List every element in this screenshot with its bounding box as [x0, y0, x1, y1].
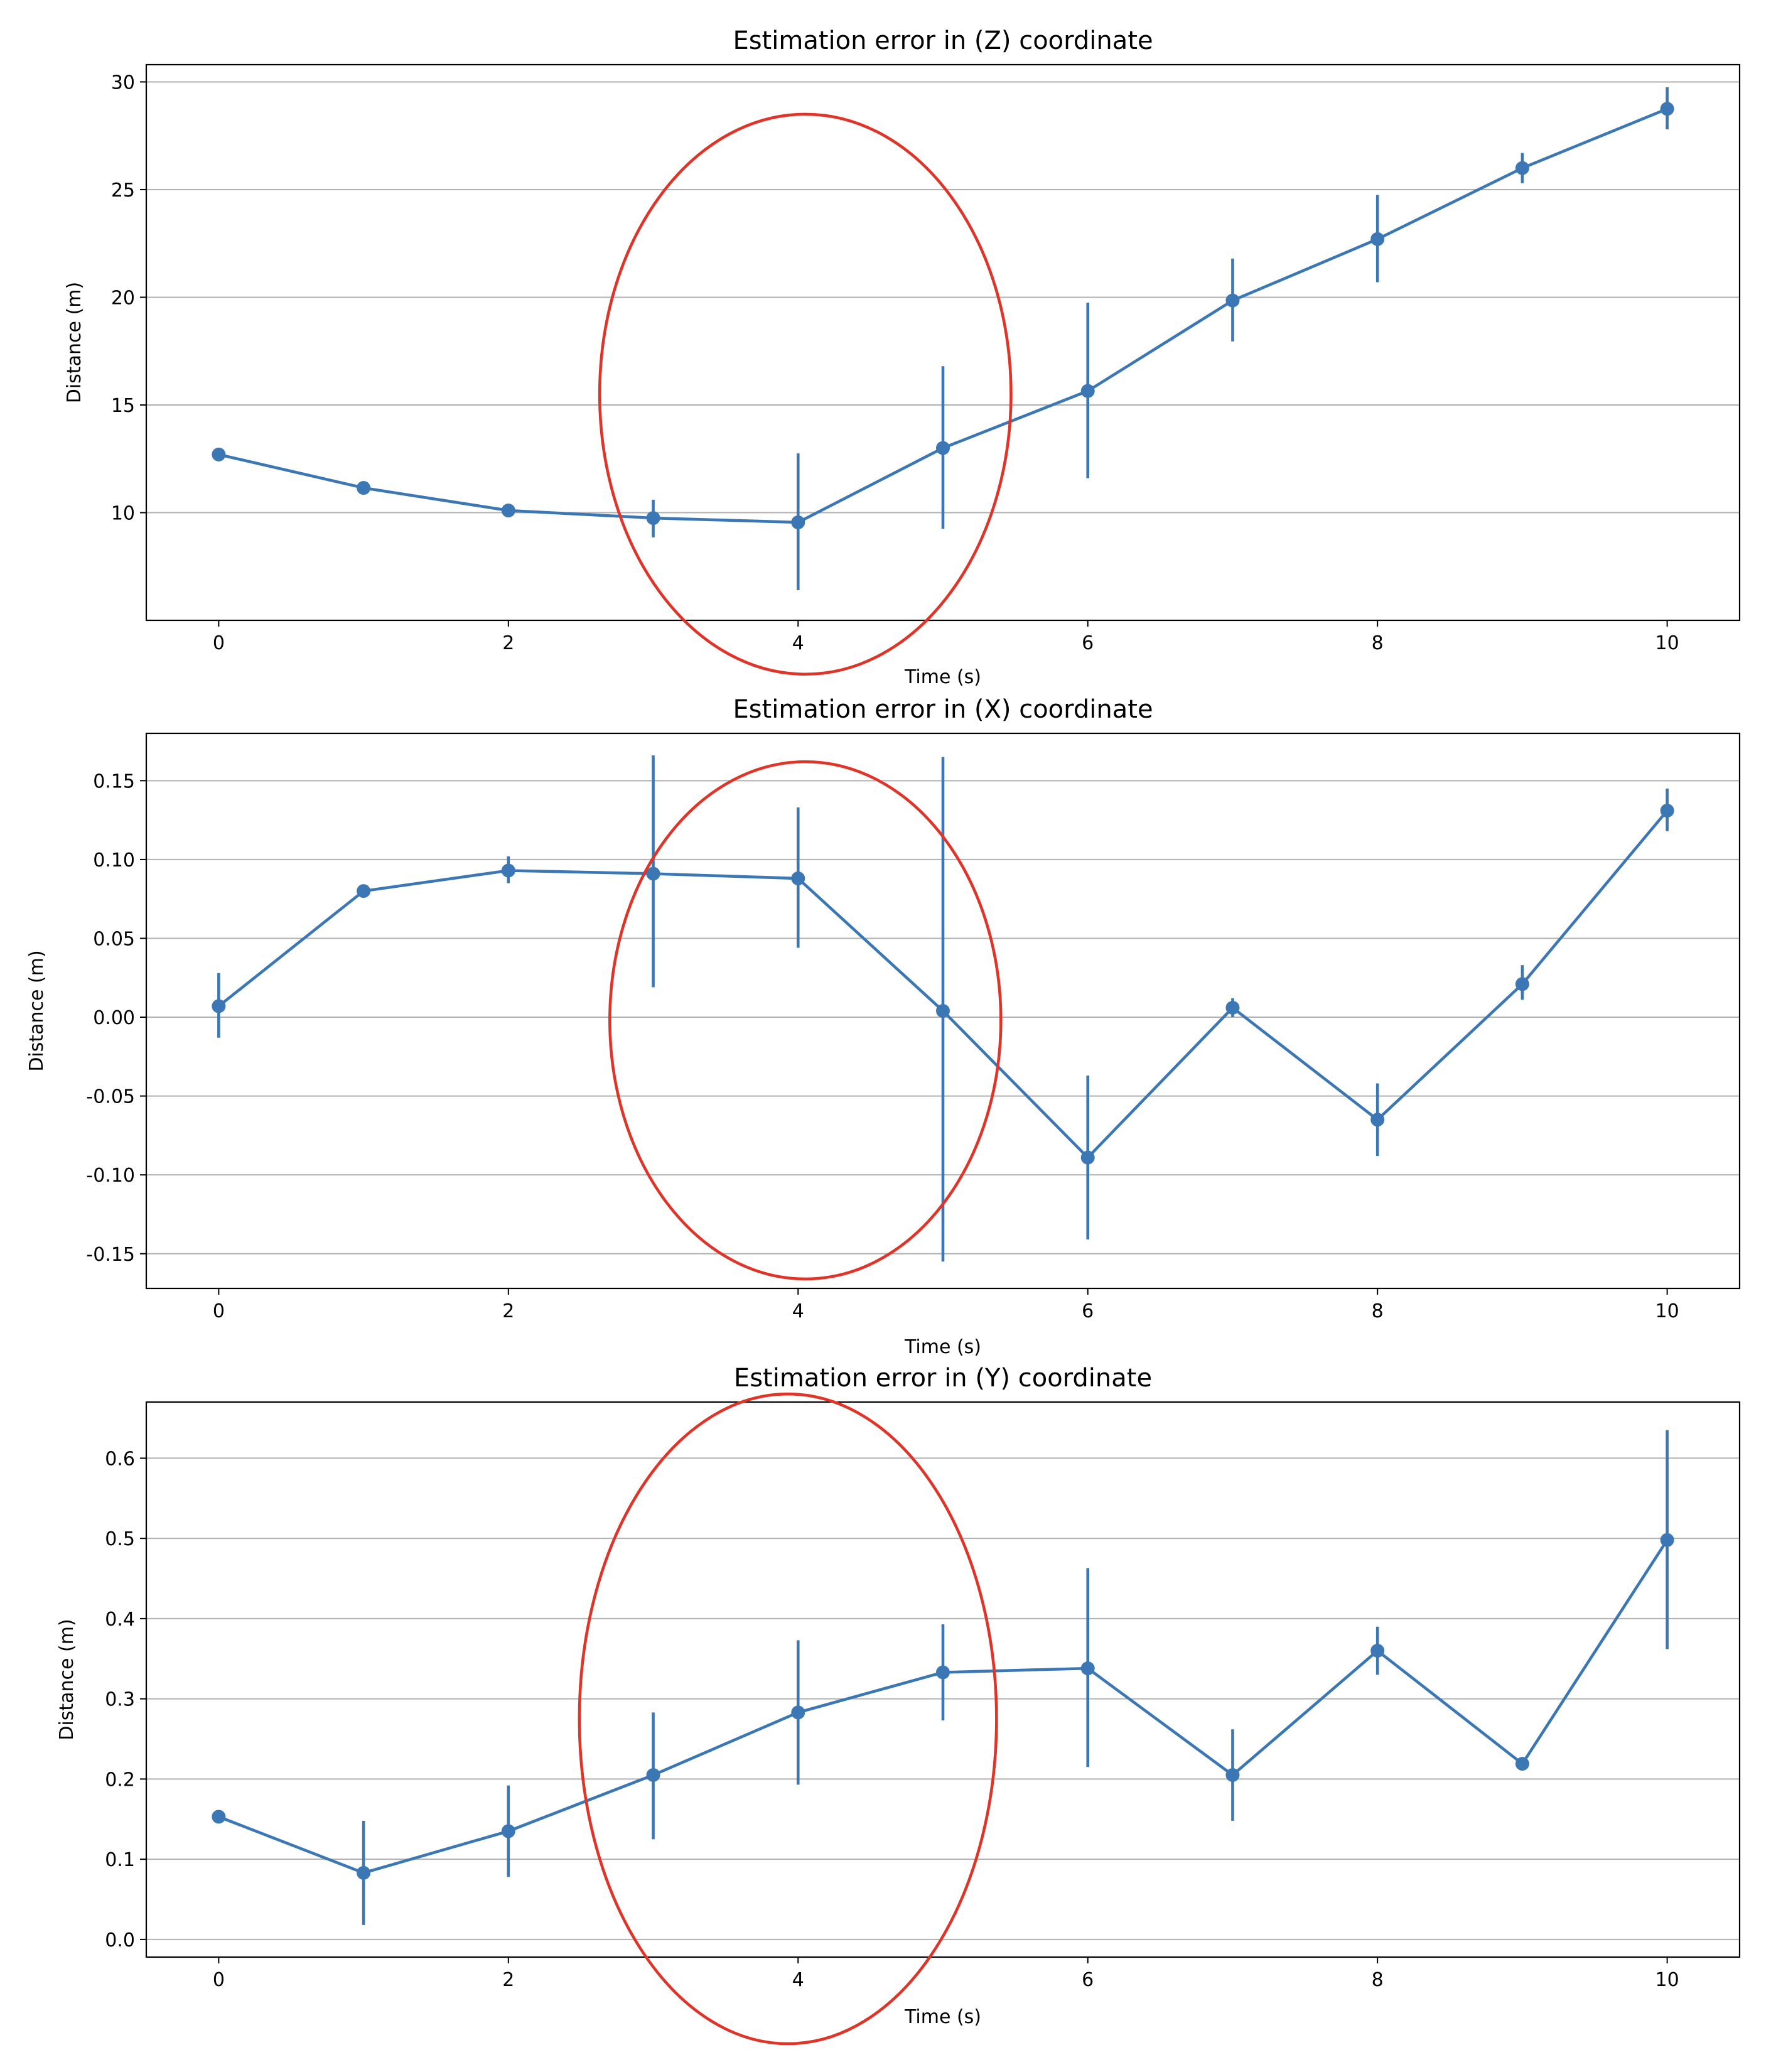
- axes-frame: [145, 732, 1741, 1290]
- data-point: [1660, 102, 1674, 116]
- x-tick-label: 10: [1655, 1969, 1679, 1991]
- data-point: [1080, 384, 1095, 398]
- data-point: [646, 866, 660, 881]
- data-point: [357, 481, 371, 495]
- y-tick-label: -0.05: [86, 1086, 135, 1108]
- y-tick-label: 0.3: [105, 1689, 135, 1711]
- chart-panel-2: -0.15 -0.10 -0.05 0.00 0.05 0.10 0.15 0 2 4 6 8 10 Es…: [26, 695, 1741, 1358]
- y-axis-label: Distance (m): [56, 1619, 78, 1740]
- data-point: [1080, 1661, 1095, 1676]
- x-axis-label: Time (s): [904, 2006, 981, 2028]
- chart-title: Estimation error in (Y) coordinate: [734, 1364, 1152, 1393]
- data-point: [1515, 161, 1529, 175]
- data-point: [1660, 1533, 1674, 1547]
- x-tick-label: 4: [792, 1969, 804, 1991]
- data-point: [1515, 977, 1529, 991]
- x-tick-label: 2: [502, 1969, 514, 1991]
- y-tick-label: 0.1: [105, 1849, 135, 1871]
- highlight-ellipse: [608, 760, 1003, 1281]
- y-tick-label: 10: [111, 502, 135, 524]
- data-point: [212, 999, 226, 1013]
- x-tick-label: 0: [213, 632, 225, 654]
- x-tick-label: 4: [792, 1300, 804, 1322]
- axes-frame: [145, 63, 1741, 622]
- data-point: [1370, 232, 1385, 246]
- x-tick-label: 8: [1372, 1300, 1384, 1322]
- data-point: [501, 504, 515, 518]
- data-point: [646, 511, 660, 526]
- y-tick-label: 25: [111, 180, 135, 202]
- x-tick-label: 4: [792, 632, 804, 654]
- data-point: [791, 515, 805, 529]
- x-tick-label: 0: [213, 1969, 225, 1991]
- data-point: [791, 871, 805, 886]
- y-tick-label: 0.05: [93, 928, 135, 950]
- data-point: [936, 1665, 950, 1680]
- x-tick-label: 2: [502, 632, 514, 654]
- x-tick-label: 6: [1082, 1300, 1094, 1322]
- x-tick-label: 6: [1082, 1969, 1094, 1991]
- data-point: [212, 1810, 226, 1824]
- y-tick-label: 0.0: [105, 1929, 135, 1951]
- y-axis-label: Distance (m): [63, 282, 85, 403]
- y-tick-label: 0.2: [105, 1769, 135, 1791]
- x-tick-label: 2: [502, 1300, 514, 1322]
- data-point: [646, 1768, 660, 1783]
- y-axis-label: Distance (m): [26, 950, 48, 1071]
- y-tick-label: 0.4: [105, 1609, 135, 1631]
- data-point: [1515, 1757, 1529, 1771]
- chart-panel-3: 0.0 0.1 0.2 0.3 0.4 0.5 0.6 0 2 4 6 8 10 Estimation e…: [56, 1364, 1741, 2046]
- data-point: [936, 441, 950, 455]
- data-point: [1225, 1768, 1240, 1783]
- data-point: [1370, 1644, 1385, 1658]
- y-tick-label: 20: [111, 287, 135, 309]
- data-point: [936, 1004, 950, 1018]
- chart-title: Estimation error in (Z) coordinate: [733, 26, 1153, 55]
- data-point: [791, 1705, 805, 1720]
- x-axis-label: Time (s): [904, 666, 981, 688]
- chart-panel-1: 10 15 20 25 30 0 2 4 6 8 10 Estimation error in (Z)…: [63, 26, 1741, 688]
- data-point: [501, 863, 515, 878]
- data-point: [1080, 1150, 1095, 1165]
- data-point: [1225, 1000, 1240, 1015]
- data-point: [1370, 1113, 1385, 1127]
- data-point: [501, 1824, 515, 1838]
- y-tick-label: 0.5: [105, 1528, 135, 1550]
- highlight-ellipse: [578, 1392, 998, 2046]
- data-point: [357, 1865, 371, 1880]
- x-axis-label: Time (s): [904, 1336, 981, 1358]
- y-tick-label: -0.10: [86, 1165, 135, 1187]
- x-tick-label: 8: [1372, 1969, 1384, 1991]
- x-tick-label: 6: [1082, 632, 1094, 654]
- y-tick-label: 0.15: [93, 770, 135, 792]
- y-tick-label: 15: [111, 395, 135, 417]
- x-tick-label: 10: [1655, 632, 1679, 654]
- y-tick-label: 0.6: [105, 1448, 135, 1470]
- y-tick-label: 0.00: [93, 1007, 135, 1029]
- x-tick-label: 8: [1372, 632, 1384, 654]
- chart-title: Estimation error in (X) coordinate: [733, 695, 1153, 724]
- y-tick-label: 30: [111, 72, 135, 94]
- data-point: [1225, 293, 1240, 308]
- y-tick-label: -0.15: [86, 1244, 135, 1266]
- x-tick-label: 10: [1655, 1300, 1679, 1322]
- y-tick-label: 0.10: [93, 850, 135, 871]
- axes-frame: [145, 1401, 1741, 1958]
- data-point: [357, 884, 371, 898]
- x-tick-label: 0: [213, 1300, 225, 1322]
- data-point: [1660, 804, 1674, 818]
- highlight-ellipse: [598, 112, 1013, 676]
- data-point: [212, 447, 226, 461]
